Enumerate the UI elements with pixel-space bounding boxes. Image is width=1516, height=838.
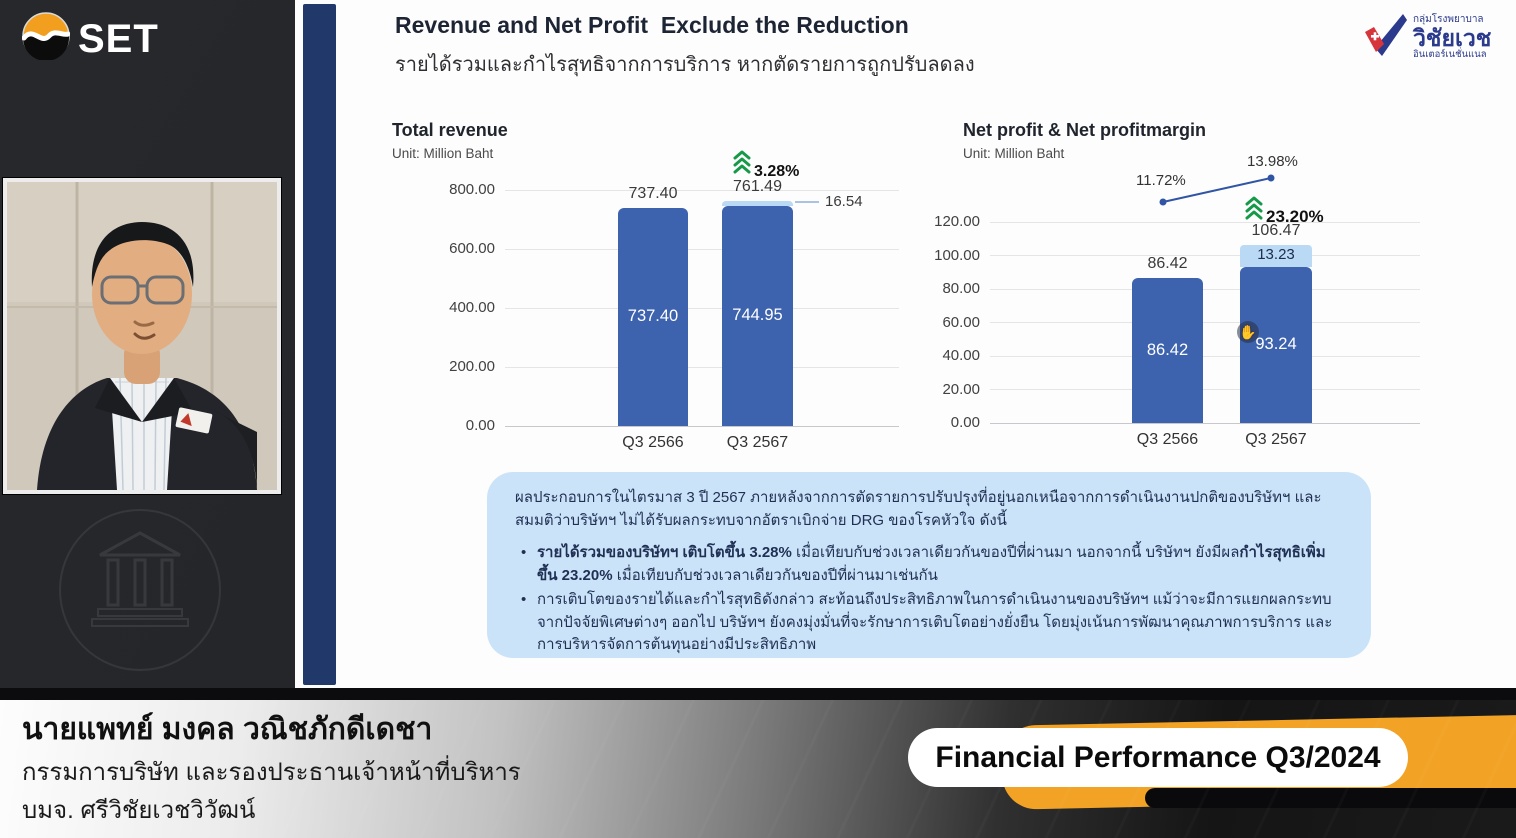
divider-strip [0,688,1516,700]
gridline [505,366,899,368]
bar-total-label: 86.42 [1147,255,1188,273]
slide-subtitle-thai: รายได้รวมและกำไรสุทธิจากการบริการ หากตัด… [395,54,975,76]
presenter-webcam [2,177,282,495]
speaker-title: กรรมการบริษัท และรองประธานเจ้าหน้าที่บริ… [22,759,521,786]
bar-segment-Q3 2566 [618,208,688,426]
total-revenue-plot: 800.00 600.00 400.00 200.00 0.00 737.40 737.40… [449,178,899,451]
y-axis-tick: 0.00 [950,414,980,431]
growth-chevrons-icon [733,150,751,181]
hospital-logo-line3: อินเตอร์เนชั่นแนล [1413,48,1487,60]
speaker-name: นายแพทย์ มงคล วณิชภักดีเดชา [22,713,433,746]
slide-accent-bar [303,4,336,685]
gridline [990,221,1420,223]
revenue-growth-badge: 3.28% [733,150,799,181]
margin-q3-2566: 11.72% [1136,172,1186,189]
y-axis-tick: 60.00 [942,313,980,331]
hospital-logo-line1: กลุ่มโรงพยาบาล [1413,14,1484,26]
gridline [990,389,1420,390]
note-bullet-1: รายได้รวมของบริษัทฯ เติบโตขึ้น 3.28% เมื… [521,542,1343,587]
bar-segment-Q3 2567 [1240,266,1312,423]
y-axis-tick: 600.00 [449,240,495,257]
growth-chevrons-icon [1245,196,1263,227]
bar-inner-label: 744.95 [732,306,783,325]
note-intro: ผลประกอบการในไตรมาส 3 ปี 2567 ภายหลังจาก… [515,489,1322,529]
gridline [990,255,1420,256]
bar-segment-Q3 2567 [722,206,793,426]
x-axis-tick: Q3 2567 [726,434,789,451]
y-axis-tick: 20.00 [942,380,980,398]
net-profit-plot: 120.00 100.00 80.00 60.00 40.00 20.00 0.00 86.4… [934,213,1420,448]
bar-total-label: 106.47 [1251,221,1301,239]
net-profit-unit: Unit: Million Baht [963,146,1065,161]
gridline [505,189,899,191]
gridline [990,355,1420,357]
set-logo-text: SET [78,16,159,61]
slide-title: Revenue and Net Profit Exclude the Reduc… [395,12,909,38]
x-axis-tick: Q3 2566 [622,434,684,451]
gridline [505,425,899,427]
lower-third-band: นายแพทย์ มงคล วณิชภักดีเดชา กรรมการบริษั… [0,700,1516,838]
set-logo-icon [21,12,71,65]
presentation-slide: Revenue and Net Profit Exclude the Reduc… [295,0,1516,690]
gridline [990,422,1420,424]
bar-extra-segment-Q3 2567 [1240,244,1312,267]
margin-q3-2567: 13.98% [1247,153,1298,170]
bar-segment-Q3 2566 [1132,278,1203,423]
y-axis-tick: 200.00 [449,358,495,375]
presenter-illustration [7,182,277,490]
bar-inner-label: 86.42 [1146,340,1189,359]
gridline [505,248,899,250]
bar-total-label: 737.40 [628,185,678,203]
bar-inner-label: 93.24 [1255,334,1297,353]
total-revenue-unit: Unit: Million Baht [392,146,494,161]
y-axis-tick: 800.00 [449,181,495,198]
profit-growth-badge: 23.20% [1245,196,1324,227]
y-axis-tick: 80.00 [942,280,980,297]
hospital-logo-line2: วิชัยเวช [1413,24,1492,51]
financial-performance-banner: Financial Performance Q3/2024 [908,728,1408,787]
y-axis-tick: 120.00 [934,213,980,230]
note-bullet-2: การเติบโตของรายได้และกำไรสุทธิดังกล่าว ส… [521,589,1343,657]
bar-total-label: 761.49 [733,178,782,196]
profit-margin-line [1159,174,1275,206]
reduction-callout-value: 16.54 [825,193,863,210]
total-revenue-title: Total revenue [392,120,508,140]
reduction-callout-line [795,201,819,203]
y-axis-tick: 100.00 [934,246,980,264]
x-axis-tick: Q3 2567 [1245,431,1307,448]
profit-growth-percent: 23.20% [1266,207,1324,226]
bank-watermark-icon [30,505,250,680]
revenue-growth-percent: 3.28% [754,163,800,180]
hospital-logo: กลุ่มโรงพยาบาล วิชัยเวช อินเตอร์เนชั่นแน… [1363,12,1491,63]
hospital-checkmark-icon [1363,12,1407,63]
gridline [505,307,899,309]
gridline [990,288,1420,290]
y-axis-tick: 0.00 [465,417,495,434]
y-axis-tick: 400.00 [449,299,495,316]
bar-segment-label: 13.23 [1257,245,1295,263]
mouse-cursor-hand: ✋ [1237,321,1259,343]
net-profit-title: Net profit & Net profitmargin [963,120,1206,140]
bar-extra-segment-Q3 2567 [722,201,793,207]
note-bullets: รายได้รวมของบริษัทฯ เติบโตขึ้น 3.28% เมื… [515,542,1343,657]
speaker-company: บมจ. ศรีวิชัยเวชวิวัฒน์ [22,797,256,824]
summary-note-box: ผลประกอบการในไตรมาส 3 ปี 2567 ภายหลังจาก… [487,472,1371,658]
set-logo: SET [21,12,159,65]
y-axis-tick: 40.00 [942,347,980,364]
gridline [990,322,1420,323]
banner-black-backplate [1145,788,1516,808]
x-axis-tick: Q3 2566 [1136,431,1199,448]
bar-inner-label: 737.40 [627,307,679,326]
